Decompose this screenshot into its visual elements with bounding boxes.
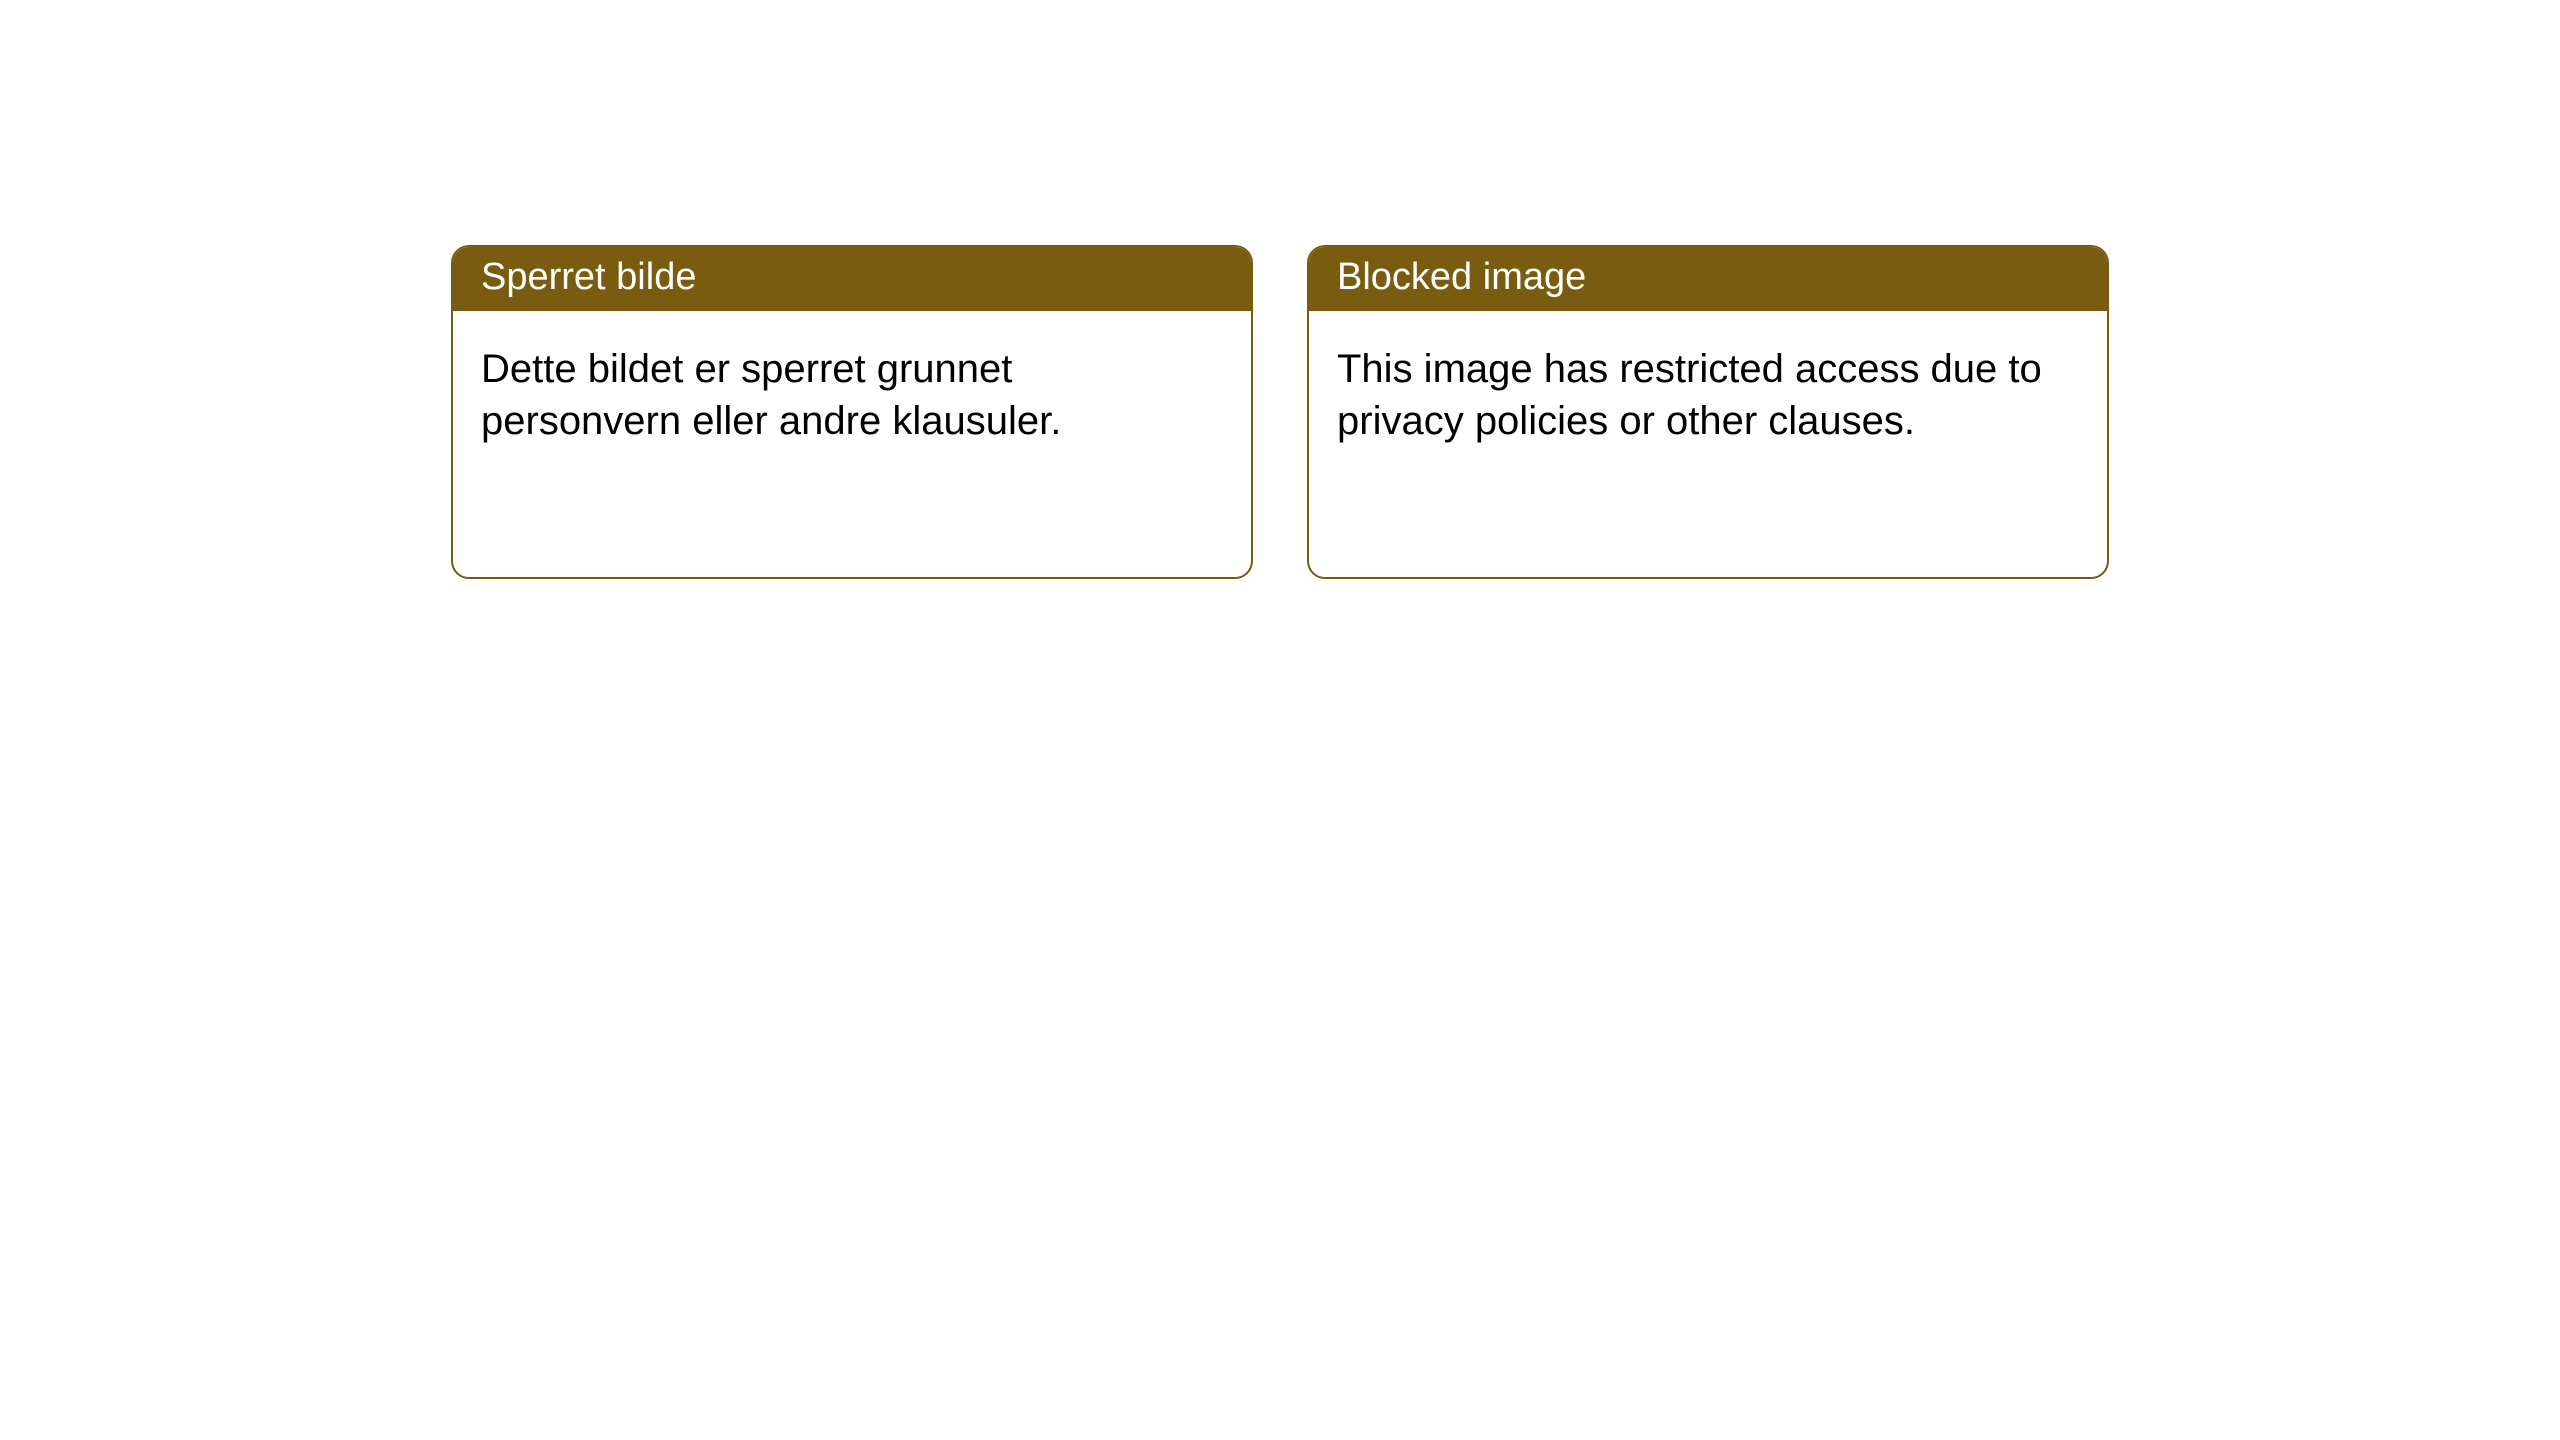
- notice-container: Sperret bilde Dette bildet er sperret gr…: [0, 0, 2560, 579]
- card-header: Sperret bilde: [453, 247, 1251, 311]
- notice-card-english: Blocked image This image has restricted …: [1307, 245, 2109, 579]
- card-header: Blocked image: [1309, 247, 2107, 311]
- card-body: Dette bildet er sperret grunnet personve…: [453, 311, 1251, 479]
- card-body: This image has restricted access due to …: [1309, 311, 2107, 479]
- notice-card-norwegian: Sperret bilde Dette bildet er sperret gr…: [451, 245, 1253, 579]
